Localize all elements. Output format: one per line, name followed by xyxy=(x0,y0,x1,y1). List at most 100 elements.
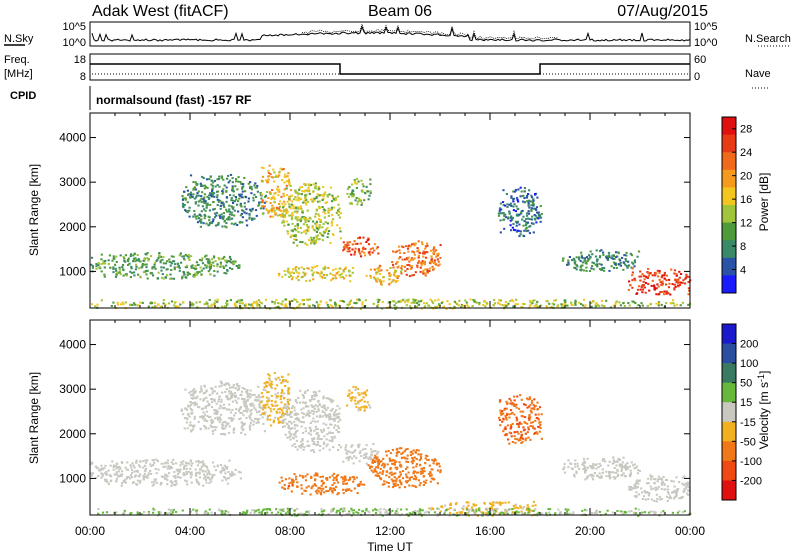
heatmap-cell xyxy=(370,458,373,461)
heatmap-cell xyxy=(505,416,508,419)
heatmap-cell xyxy=(310,238,314,241)
heatmap-cell xyxy=(372,458,375,461)
heatmap-cell xyxy=(143,476,146,478)
heatmap-cell xyxy=(417,453,420,456)
heatmap-cell xyxy=(286,380,289,383)
heatmap-cell xyxy=(206,420,209,423)
heatmap-cell xyxy=(216,194,219,197)
heatmap-cell xyxy=(515,205,518,208)
heatmap-cell xyxy=(493,501,496,504)
heatmap-cell xyxy=(141,264,144,266)
heatmap-cell xyxy=(302,421,305,424)
heatmap-cell xyxy=(527,398,530,401)
heatmap-cell xyxy=(276,404,279,407)
heatmap-cell xyxy=(208,416,211,418)
heatmap-cell xyxy=(345,274,348,277)
heatmap-cell xyxy=(647,492,650,495)
heatmap-cell xyxy=(260,392,263,395)
heatmap-cell xyxy=(97,261,100,264)
heatmap-cell xyxy=(240,196,243,199)
heatmap-cell xyxy=(228,218,231,221)
heatmap-cell xyxy=(387,512,390,515)
heatmap-cell xyxy=(357,402,360,405)
heatmap-cell xyxy=(659,498,662,501)
heatmap-cell xyxy=(271,300,274,303)
heatmap-cell xyxy=(513,431,516,434)
heatmap-cell xyxy=(375,280,378,283)
heatmap-cell xyxy=(563,471,567,474)
heatmap-cell xyxy=(598,262,601,265)
heatmap-cell xyxy=(191,393,194,396)
heatmap-cell xyxy=(274,192,277,195)
heatmap-cell xyxy=(621,465,624,468)
heatmap-cell xyxy=(278,302,281,305)
heatmap-cell xyxy=(527,506,530,509)
heatmap-cell xyxy=(317,434,320,437)
heatmap-cell xyxy=(218,175,221,178)
heatmap-cell xyxy=(511,508,514,511)
heatmap-cell xyxy=(666,500,669,502)
heatmap-cell xyxy=(420,472,423,475)
heatmap-cell xyxy=(643,274,646,277)
heatmap-cell xyxy=(602,458,606,461)
heatmap-cell xyxy=(376,305,379,308)
heatmap-cell xyxy=(486,303,489,305)
heatmap-cell xyxy=(320,270,323,273)
heatmap-cell xyxy=(301,411,304,414)
heatmap-cell xyxy=(225,264,228,267)
heatmap-cell xyxy=(231,268,234,271)
heatmap-cell xyxy=(410,302,413,304)
heatmap-cell xyxy=(554,299,557,302)
heatmap-cell xyxy=(501,410,504,413)
heatmap-cell xyxy=(465,506,468,509)
heatmap-cell xyxy=(534,413,537,416)
heatmap-cell xyxy=(164,477,167,480)
heatmap-cell xyxy=(509,219,512,222)
heatmap-cell xyxy=(359,307,362,310)
heatmap-cell xyxy=(304,194,307,197)
heatmap-cell xyxy=(328,193,331,196)
heatmap-cell xyxy=(675,274,678,277)
heatmap-cell xyxy=(685,485,688,488)
heatmap-cell xyxy=(447,508,450,511)
heatmap-cell xyxy=(118,268,121,271)
heatmap-cell xyxy=(201,184,204,187)
heatmap-cell xyxy=(157,468,160,471)
heatmap-cell xyxy=(225,466,228,469)
heatmap-cell xyxy=(269,407,272,410)
heatmap-cell xyxy=(406,247,410,250)
heatmap-cell xyxy=(169,277,172,280)
heatmap-cell xyxy=(390,471,393,474)
heatmap-cell xyxy=(259,194,262,197)
heatmap-cell xyxy=(266,400,269,403)
heatmap-cell xyxy=(499,409,502,412)
colorbar-swatch xyxy=(722,187,736,206)
colorbar-tick-label: 8 xyxy=(740,241,746,253)
heatmap-cell xyxy=(504,428,507,431)
heatmap-cell xyxy=(248,213,251,216)
heatmap-cell xyxy=(325,490,328,493)
heatmap-cell xyxy=(523,303,526,306)
heatmap-cell xyxy=(357,446,360,449)
heatmap-cell xyxy=(363,406,366,409)
heatmap-cell xyxy=(520,430,523,433)
heatmap-cell xyxy=(337,210,341,213)
heatmap-cell xyxy=(155,260,158,263)
heatmap-cell xyxy=(329,304,332,307)
heatmap-cell xyxy=(369,456,372,459)
heatmap-cell xyxy=(361,448,365,451)
heatmap-cell xyxy=(237,200,240,203)
heatmap-cell xyxy=(657,301,661,304)
heatmap-cell xyxy=(438,263,441,266)
heatmap-cell xyxy=(301,445,304,448)
heatmap-cell xyxy=(132,257,135,260)
heatmap-cell xyxy=(688,275,691,278)
heatmap-cell xyxy=(605,257,608,260)
heatmap-cell xyxy=(133,274,136,277)
heatmap-cell xyxy=(326,303,329,306)
heatmap-cell xyxy=(375,272,378,275)
heatmap-cell xyxy=(615,256,618,259)
heatmap-cell xyxy=(316,432,319,434)
heatmap-cell xyxy=(636,472,640,475)
heatmap-cell xyxy=(413,485,416,488)
